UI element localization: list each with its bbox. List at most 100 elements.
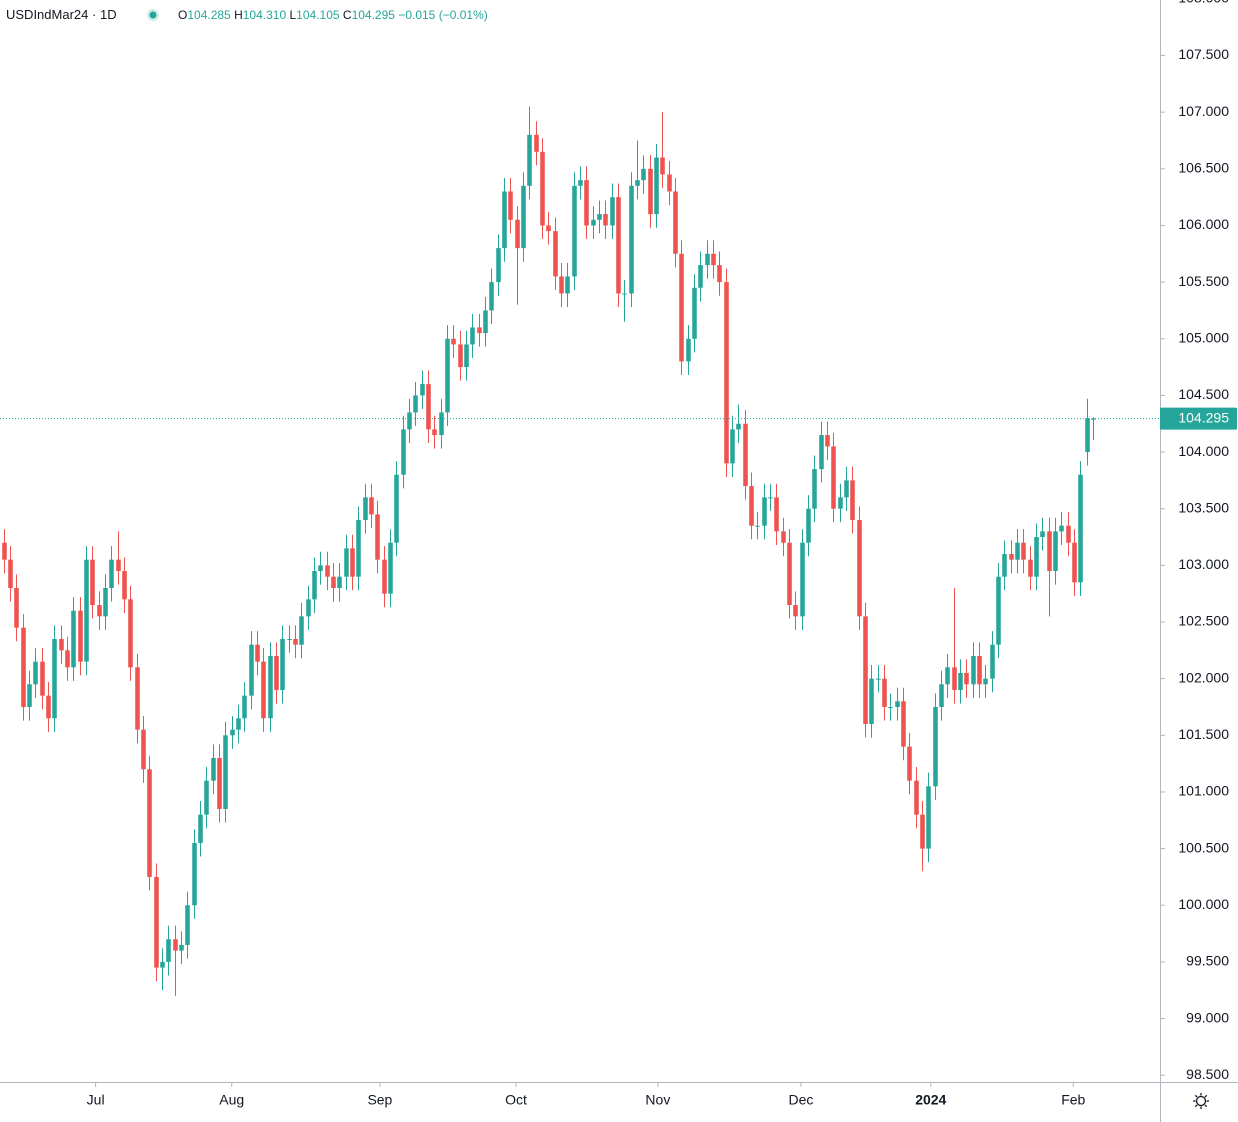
candle-body xyxy=(1021,542,1026,560)
candle-body xyxy=(128,599,133,668)
y-tick-label: 104.000 xyxy=(1178,443,1229,459)
candle-body xyxy=(420,384,425,396)
candle-body xyxy=(394,474,399,543)
candle-body xyxy=(192,842,197,906)
symbol[interactable]: USDIndMar24 xyxy=(6,7,88,22)
candle-body xyxy=(1015,542,1020,560)
candle-body xyxy=(622,293,627,295)
candle-body xyxy=(578,180,583,186)
candle-body xyxy=(204,780,209,815)
y-tick-label: 99.500 xyxy=(1186,953,1229,969)
candle-body xyxy=(369,497,374,515)
candle-body xyxy=(724,282,729,464)
candle-body xyxy=(71,610,76,668)
open-value: 104.285 xyxy=(187,8,231,22)
candle-body xyxy=(160,961,165,968)
settings-button[interactable] xyxy=(1193,1093,1209,1109)
candle-body xyxy=(1034,537,1039,577)
candle-body xyxy=(489,282,494,311)
candle-body xyxy=(869,678,874,724)
candle-body xyxy=(268,655,273,719)
candle-body xyxy=(299,616,304,645)
y-tick-label: 105.000 xyxy=(1178,329,1229,345)
candle-body xyxy=(749,486,754,526)
candle-body xyxy=(838,497,843,509)
candle-body xyxy=(958,672,963,690)
y-tick-label: 101.500 xyxy=(1178,726,1229,742)
candle-body xyxy=(2,542,7,560)
y-tick-label: 98.500 xyxy=(1186,1066,1229,1082)
candle-body xyxy=(1028,559,1033,577)
candle-body xyxy=(14,588,19,628)
y-tick-label: 103.000 xyxy=(1178,556,1229,572)
candle-body xyxy=(888,706,893,708)
y-tick-label: 99.000 xyxy=(1186,1009,1229,1025)
candle-body xyxy=(945,667,950,685)
candle-body xyxy=(863,616,868,724)
last-price-box xyxy=(1160,407,1237,430)
candle-body xyxy=(977,655,982,685)
candle-body xyxy=(787,542,792,606)
candle-body xyxy=(470,327,475,345)
candle-body xyxy=(667,174,672,192)
candle-body xyxy=(388,542,393,594)
candle-body xyxy=(698,265,703,288)
candle-body xyxy=(502,191,507,249)
candle-body xyxy=(610,197,615,226)
candle-body xyxy=(344,548,349,577)
candle-body xyxy=(1053,531,1058,572)
plot-area xyxy=(0,106,1160,996)
candle-body xyxy=(103,588,108,617)
candle-body xyxy=(983,678,988,685)
candle-body xyxy=(679,253,684,362)
x-tick-label: Oct xyxy=(505,1092,527,1108)
candle-body xyxy=(306,599,311,617)
candle-body xyxy=(876,678,881,680)
x-tick-label: Aug xyxy=(219,1092,244,1108)
x-tick-label: Jul xyxy=(87,1092,105,1108)
candle-body xyxy=(1047,531,1052,572)
candle-body xyxy=(274,655,279,690)
y-tick-label: 105.500 xyxy=(1178,273,1229,289)
candle-body xyxy=(363,497,368,521)
candle-body xyxy=(717,265,722,283)
candle-body xyxy=(8,559,13,589)
last-price-label: 104.295 xyxy=(1178,409,1229,425)
legend-header: USDIndMar24 · 1D xyxy=(6,7,117,22)
candle-body xyxy=(907,746,912,781)
candle-body xyxy=(141,729,146,770)
candle-body xyxy=(40,661,45,696)
candle-body xyxy=(660,157,665,175)
candle-body xyxy=(527,134,532,186)
close-label: C xyxy=(343,8,352,22)
candle-body xyxy=(546,225,551,232)
candle-body xyxy=(147,769,152,877)
candle-body xyxy=(445,338,450,413)
y-tick-label: 103.500 xyxy=(1178,499,1229,515)
candle-body xyxy=(648,168,653,215)
candle-body xyxy=(825,435,830,447)
y-tick-label: 106.000 xyxy=(1178,216,1229,232)
candle-body xyxy=(559,276,564,294)
candle-body xyxy=(439,412,444,436)
y-tick-label: 107.500 xyxy=(1178,46,1229,62)
candle-body xyxy=(895,701,900,707)
candle-body xyxy=(280,639,285,690)
y-tick-label: 108.000 xyxy=(1178,0,1229,6)
candle-body xyxy=(413,395,418,413)
candle-body xyxy=(996,576,1001,645)
candle-body xyxy=(736,423,741,430)
y-tick-label: 100.000 xyxy=(1178,896,1229,912)
y-tick-label: 104.500 xyxy=(1178,386,1229,402)
candle-body xyxy=(242,695,247,719)
candle-body xyxy=(629,185,634,294)
candle-body xyxy=(755,525,760,527)
interval[interactable]: 1D xyxy=(100,7,117,22)
candle-body xyxy=(597,214,602,220)
candle-body xyxy=(27,684,32,707)
candle-body xyxy=(1040,531,1045,538)
candle-body xyxy=(59,639,64,651)
candle-body xyxy=(850,480,855,521)
